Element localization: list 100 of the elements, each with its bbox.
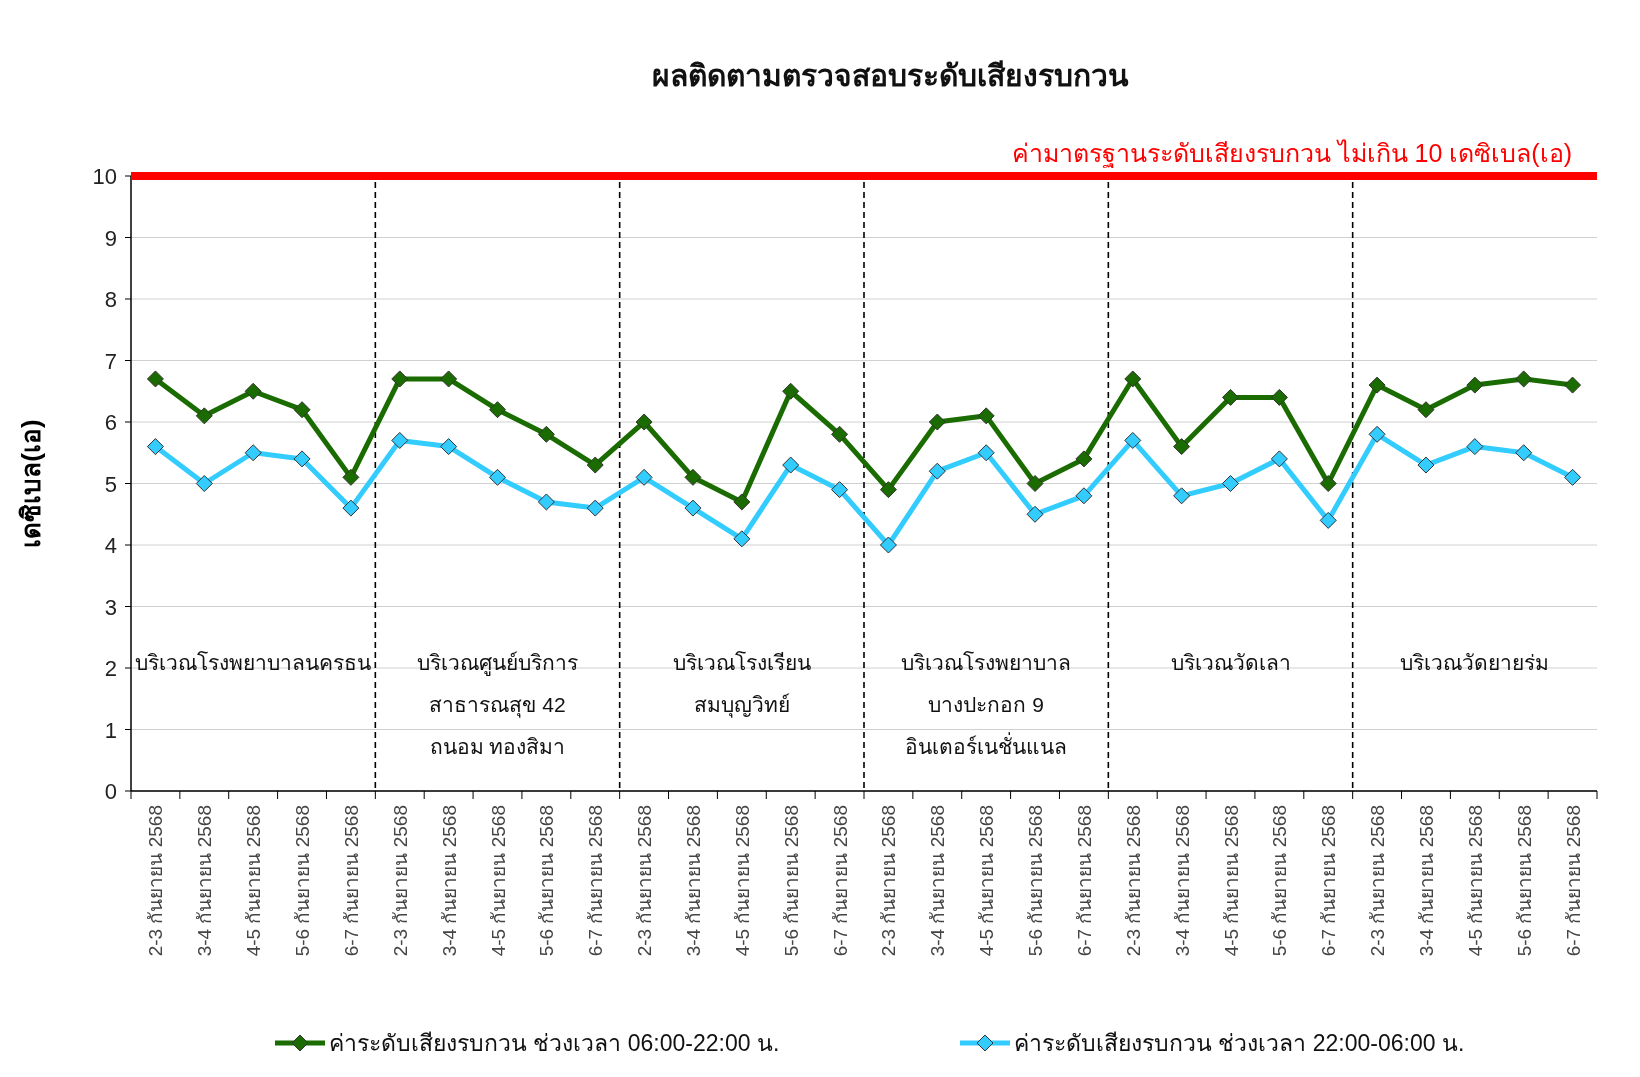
- point: [879, 481, 897, 499]
- point: [244, 382, 262, 400]
- point: [1466, 376, 1484, 394]
- legend: ค่าระดับเสียงรบกวน ช่วงเวลา 06:00-22:00 น.: [275, 1030, 780, 1056]
- point: [146, 370, 164, 388]
- point: [928, 462, 946, 480]
- point: [1319, 511, 1337, 529]
- x-tick-label: 2-3 กันยายน 2568: [389, 805, 411, 957]
- point: [195, 407, 213, 425]
- y-tick-label: 1: [104, 717, 117, 743]
- point: [440, 370, 458, 388]
- point: [391, 370, 409, 388]
- annotation: บริเวณโรงเรียน สมบุญวิทย์: [672, 651, 811, 718]
- annotation: บริเวณศูนย์บริการ สาธารณสุข 42 ถนอม ทองสิมา: [417, 651, 578, 758]
- point: [635, 413, 653, 431]
- y-tick-label: 9: [104, 225, 117, 251]
- x-tick-label: 6-7 กันยายน 2568: [585, 805, 607, 957]
- point: [1173, 438, 1191, 456]
- x-tick-label: 3-4 กันยายน 2568: [927, 805, 949, 957]
- point: [440, 438, 458, 456]
- chart-title: ผลติดตามตรวจสอบระดับเสียงรบกวน: [651, 59, 1129, 92]
- point: [1124, 431, 1142, 449]
- x-tick-label: 3-4 กันยายน 2568: [1171, 805, 1193, 957]
- y-tick-label: 7: [104, 348, 117, 374]
- y-tick-label: 8: [104, 287, 117, 312]
- point: [489, 468, 506, 486]
- y-tick-label: 2: [104, 656, 117, 681]
- point: [733, 493, 751, 511]
- point: [1270, 388, 1288, 406]
- point: [1515, 370, 1533, 388]
- x-tick-label: 2-3 กันยายน 2568: [1122, 805, 1144, 957]
- legend: ค่าระดับเสียงรบกวน ช่วงเวลา 22:00-06:00 น.: [960, 1030, 1465, 1056]
- x-tick-label: 5-6 กันยายน 2568: [1513, 805, 1535, 957]
- point: [831, 425, 849, 443]
- annotation: บริเวณโรงพยาบาลนครธน: [135, 651, 372, 674]
- point: [537, 493, 555, 511]
- x-tick-label: 2-3 กันยายน 2568: [634, 805, 656, 957]
- point: [195, 475, 213, 492]
- x-tick-label: 5-6 กันยายน 2568: [536, 805, 558, 957]
- x-tick-label: 4-5 กันยายน 2568: [1220, 805, 1242, 957]
- point: [635, 468, 653, 486]
- point: [1417, 401, 1435, 419]
- point: [244, 444, 262, 462]
- annotation: บริเวณวัดยายร่ม: [1400, 651, 1550, 674]
- point: [293, 401, 311, 419]
- point: [782, 382, 800, 400]
- point: [782, 456, 800, 474]
- point: [977, 407, 995, 425]
- point: [1124, 370, 1142, 388]
- point: [1222, 388, 1239, 406]
- x-tick-label: 5-6 กันยายน 2568: [1025, 805, 1047, 957]
- point: [293, 450, 311, 468]
- x-tick-label: 6-7 กันยายน 2568: [1073, 805, 1095, 957]
- y-tick-label: 5: [104, 471, 117, 497]
- x-tick-label: 5-6 กันยายน 2568: [292, 805, 314, 957]
- point: [1222, 475, 1239, 492]
- x-tick-label: 4-5 กันยายน 2568: [731, 805, 753, 957]
- point: [831, 481, 849, 499]
- y-tick-label: 10: [92, 164, 117, 189]
- point: [1173, 487, 1191, 505]
- x-tick-label: 6-7 กันยายน 2568: [1562, 805, 1584, 957]
- y-axis-title: เดซิเบล(เอ): [16, 419, 46, 548]
- ref-line-label: ค่ามาตรฐานระดับเสียงรบกวน ไม่เกิน 10 เดซิเบล(เอ): [1011, 139, 1572, 168]
- point: [684, 499, 702, 517]
- point: [1564, 468, 1582, 486]
- y-tick-label: 6: [104, 410, 117, 435]
- point: [342, 499, 360, 517]
- y-tick-label: 0: [104, 779, 117, 804]
- point: [684, 468, 702, 486]
- x-tick-label: 3-4 กันยายน 2568: [438, 805, 460, 957]
- point: [1026, 475, 1044, 492]
- x-tick-label: 4-5 กันยายน 2568: [976, 805, 998, 957]
- point: [146, 438, 164, 456]
- annotation: บริเวณวัดเลา: [1170, 651, 1291, 674]
- x-tick-label: 6-7 กันยายน 2568: [1318, 805, 1340, 957]
- point: [1075, 487, 1093, 505]
- point: [1417, 456, 1435, 474]
- x-tick-label: 2-3 กันยายน 2568: [145, 805, 167, 957]
- y-tick-label: 3: [104, 594, 117, 620]
- point: [1368, 425, 1386, 443]
- x-tick-label: 3-4 กันยายน 2568: [1415, 805, 1437, 957]
- x-tick-label: 4-5 กันยายน 2568: [1464, 805, 1486, 957]
- point: [1368, 376, 1386, 394]
- x-tick-label: 2-3 กันยายน 2568: [878, 805, 900, 957]
- x-tick-label: 4-5 กันยายน 2568: [243, 805, 265, 957]
- point: [1075, 450, 1093, 468]
- point: [977, 444, 995, 462]
- x-tick-label: 4-5 กันยายน 2568: [487, 805, 509, 957]
- x-tick-label: 3-4 กันยายน 2568: [194, 805, 216, 957]
- point: [1026, 505, 1044, 523]
- point: [342, 468, 360, 486]
- point: [1319, 475, 1337, 492]
- point: [1466, 438, 1484, 456]
- x-tick-label: 6-7 กันยายน 2568: [340, 805, 362, 957]
- point: [537, 425, 555, 443]
- x-tick-label: 2-3 กันยายน 2568: [1367, 805, 1389, 957]
- point: [879, 536, 897, 554]
- point: [733, 530, 751, 548]
- x-tick-label: 6-7 กันยายน 2568: [829, 805, 851, 957]
- point: [391, 431, 409, 449]
